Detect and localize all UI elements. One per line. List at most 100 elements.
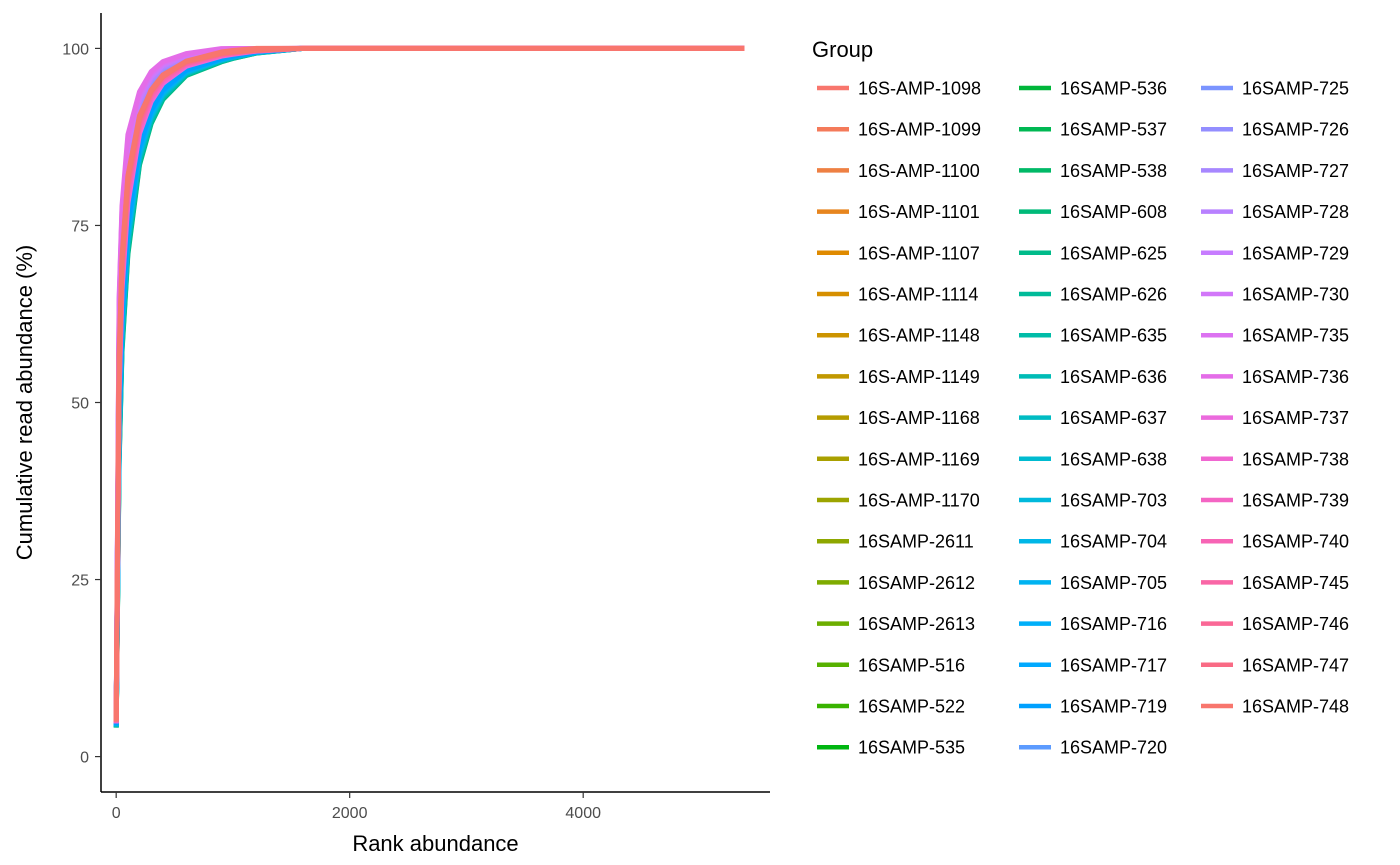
legend-label: 16SAMP-638 — [1060, 449, 1167, 469]
legend-item: 16SAMP-638 — [1019, 449, 1167, 469]
legend-label: 16SAMP-636 — [1060, 367, 1167, 387]
series-line — [113, 45, 745, 720]
legend-label: 16S-AMP-1101 — [858, 202, 980, 222]
series-line — [113, 45, 745, 727]
series-line — [113, 45, 745, 722]
legend-label: 16SAMP-537 — [1060, 120, 1167, 140]
series-line — [113, 45, 745, 723]
series-line — [113, 45, 745, 722]
legend-item: 16SAMP-727 — [1201, 161, 1349, 181]
series-line — [113, 45, 745, 724]
series-line — [113, 45, 745, 726]
legend-item: 16SAMP-735 — [1201, 326, 1349, 346]
legend-item: 16SAMP-725 — [1201, 79, 1349, 99]
legend-label: 16SAMP-2611 — [858, 532, 974, 552]
legend-item: 16SAMP-536 — [1019, 79, 1167, 99]
y-ticks: 0 25 50 75 100 — [62, 41, 101, 767]
y-tick-label: 50 — [71, 396, 89, 413]
legend-item: 16SAMP-703 — [1019, 491, 1167, 511]
series-line — [113, 45, 745, 721]
series-line — [113, 45, 745, 720]
legend-label: 16S-AMP-1168 — [858, 408, 980, 428]
legend-item: 16SAMP-637 — [1019, 408, 1167, 428]
series-line-top — [113, 45, 745, 722]
legend-item: 16SAMP-726 — [1201, 120, 1349, 140]
legend-label: 16SAMP-728 — [1242, 202, 1349, 222]
legend-item: 16SAMP-716 — [1019, 614, 1167, 634]
series-line — [113, 45, 745, 726]
legend-item: 16SAMP-535 — [817, 738, 965, 758]
legend-label: 16SAMP-536 — [1060, 79, 1167, 99]
series-line — [113, 45, 745, 722]
legend-item: 16SAMP-2611 — [817, 532, 974, 552]
legend-item: 16SAMP-719 — [1019, 697, 1167, 717]
axes: 0 2000 4000 0 25 50 75 100 — [62, 13, 770, 822]
y-tick-label: 100 — [62, 41, 89, 58]
series-line — [113, 45, 745, 723]
legend-label: 16S-AMP-1114 — [858, 285, 978, 305]
series-line — [113, 45, 745, 722]
legend-label: 16SAMP-726 — [1242, 120, 1349, 140]
legend-item: 16SAMP-736 — [1201, 367, 1349, 387]
series-line — [113, 45, 745, 724]
legend-item: 16SAMP-608 — [1019, 202, 1167, 222]
legend-label: 16SAMP-747 — [1242, 655, 1349, 675]
legend-label: 16SAMP-735 — [1242, 326, 1349, 346]
series-line — [113, 45, 745, 723]
x-tick-label: 2000 — [332, 805, 368, 822]
legend-label: 16SAMP-719 — [1060, 697, 1167, 717]
legend-item: 16SAMP-522 — [817, 697, 965, 717]
series-line — [113, 45, 745, 722]
series-line — [113, 45, 745, 722]
legend-item: 16SAMP-747 — [1201, 655, 1349, 675]
legend-label: 16SAMP-720 — [1060, 738, 1167, 758]
legend-item: 16S-AMP-1114 — [817, 285, 978, 305]
legend-label: 16S-AMP-1107 — [858, 243, 980, 263]
legend-item: 16SAMP-705 — [1019, 573, 1167, 593]
legend-item: 16SAMP-537 — [1019, 120, 1167, 140]
series-line — [113, 45, 745, 723]
legend-item: 16S-AMP-1101 — [817, 202, 980, 222]
series-line — [113, 45, 745, 728]
series-line — [113, 45, 745, 723]
series-line — [113, 45, 745, 727]
legend-label: 16SAMP-738 — [1242, 449, 1349, 469]
legend-label: 16SAMP-736 — [1242, 367, 1349, 387]
legend-label: 16SAMP-538 — [1060, 161, 1167, 181]
legend-item: 16SAMP-740 — [1201, 532, 1349, 552]
series-line — [113, 45, 745, 721]
legend-label: 16SAMP-625 — [1060, 243, 1167, 263]
legend-item: 16SAMP-745 — [1201, 573, 1349, 593]
legend-item: 16SAMP-636 — [1019, 367, 1167, 387]
legend-item: 16SAMP-748 — [1201, 697, 1349, 717]
legend-label: 16SAMP-745 — [1242, 573, 1349, 593]
series-line — [113, 45, 745, 726]
legend-item: 16S-AMP-1148 — [817, 326, 980, 346]
legend-item: 16S-AMP-1169 — [817, 449, 980, 469]
x-axis-title: Rank abundance — [352, 831, 518, 856]
series-line — [113, 45, 745, 722]
series-line — [113, 45, 745, 722]
legend-item: 16SAMP-2612 — [817, 573, 975, 593]
legend-label: 16SAMP-740 — [1242, 532, 1349, 552]
legend-item: 16S-AMP-1107 — [817, 243, 980, 263]
legend-label: 16SAMP-516 — [858, 655, 965, 675]
legend-item: 16SAMP-737 — [1201, 408, 1349, 428]
legend-item: 16SAMP-2613 — [817, 614, 975, 634]
legend-label: 16SAMP-2613 — [858, 614, 975, 634]
legend-label: 16SAMP-730 — [1242, 285, 1349, 305]
legend-item: 16SAMP-720 — [1019, 738, 1167, 758]
series-line — [113, 45, 745, 727]
series-line — [113, 45, 745, 726]
legend-label: 16SAMP-608 — [1060, 202, 1167, 222]
legend-item: 16SAMP-729 — [1201, 243, 1349, 263]
legend-item: 16SAMP-730 — [1201, 285, 1349, 305]
series-line — [113, 45, 745, 728]
y-tick-label: 0 — [80, 750, 89, 767]
legend-label: 16SAMP-704 — [1060, 532, 1167, 552]
legend-label: 16SAMP-626 — [1060, 285, 1167, 305]
legend-item: 16SAMP-516 — [817, 655, 965, 675]
legend-label: 16SAMP-637 — [1060, 408, 1167, 428]
series-line — [113, 45, 745, 721]
legend-item: 16SAMP-717 — [1019, 655, 1167, 675]
